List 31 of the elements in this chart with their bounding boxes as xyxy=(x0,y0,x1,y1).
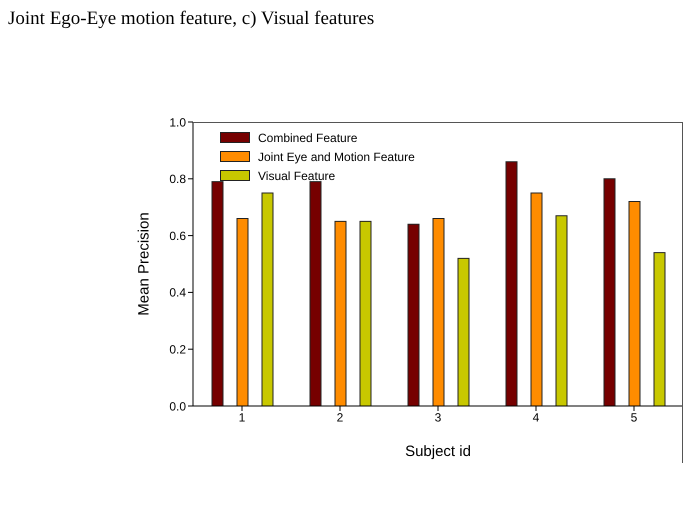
y-tick-label: 0.8 xyxy=(169,172,186,186)
y-tick-label: 0.4 xyxy=(169,286,186,300)
bar xyxy=(628,201,640,406)
bar xyxy=(262,192,274,406)
y-tick-label: 0.2 xyxy=(169,342,186,356)
bar xyxy=(236,218,248,406)
y-tick-label: 1.0 xyxy=(169,115,186,130)
bar xyxy=(654,252,666,406)
x-axis-title: Subject id xyxy=(405,443,471,460)
bar xyxy=(530,192,542,406)
bar xyxy=(604,178,616,406)
bar xyxy=(432,218,444,406)
y-axis-title: Mean Precision xyxy=(135,212,152,316)
x-tick-label: 2 xyxy=(336,410,344,425)
y-tick-label: 0.0 xyxy=(169,399,186,414)
legend-label: Combined Feature xyxy=(258,130,358,144)
x-tick-label: 5 xyxy=(630,410,638,425)
bar xyxy=(458,258,470,406)
bar xyxy=(556,215,568,406)
legend-label: Visual Feature xyxy=(258,168,336,182)
y-tick-label: 0.6 xyxy=(169,228,186,243)
bar xyxy=(360,220,372,406)
legend-label: Joint Eye and Motion Feature xyxy=(258,150,415,164)
bar xyxy=(506,161,518,406)
x-tick-label: 1 xyxy=(238,410,246,425)
chart-title: Joint Ego-Eye motion feature, c) Visual features xyxy=(8,8,376,31)
bar xyxy=(334,220,346,406)
bar xyxy=(408,224,420,406)
x-tick-label: 3 xyxy=(434,410,442,425)
bar xyxy=(310,181,322,406)
x-tick-label: 4 xyxy=(532,410,540,425)
